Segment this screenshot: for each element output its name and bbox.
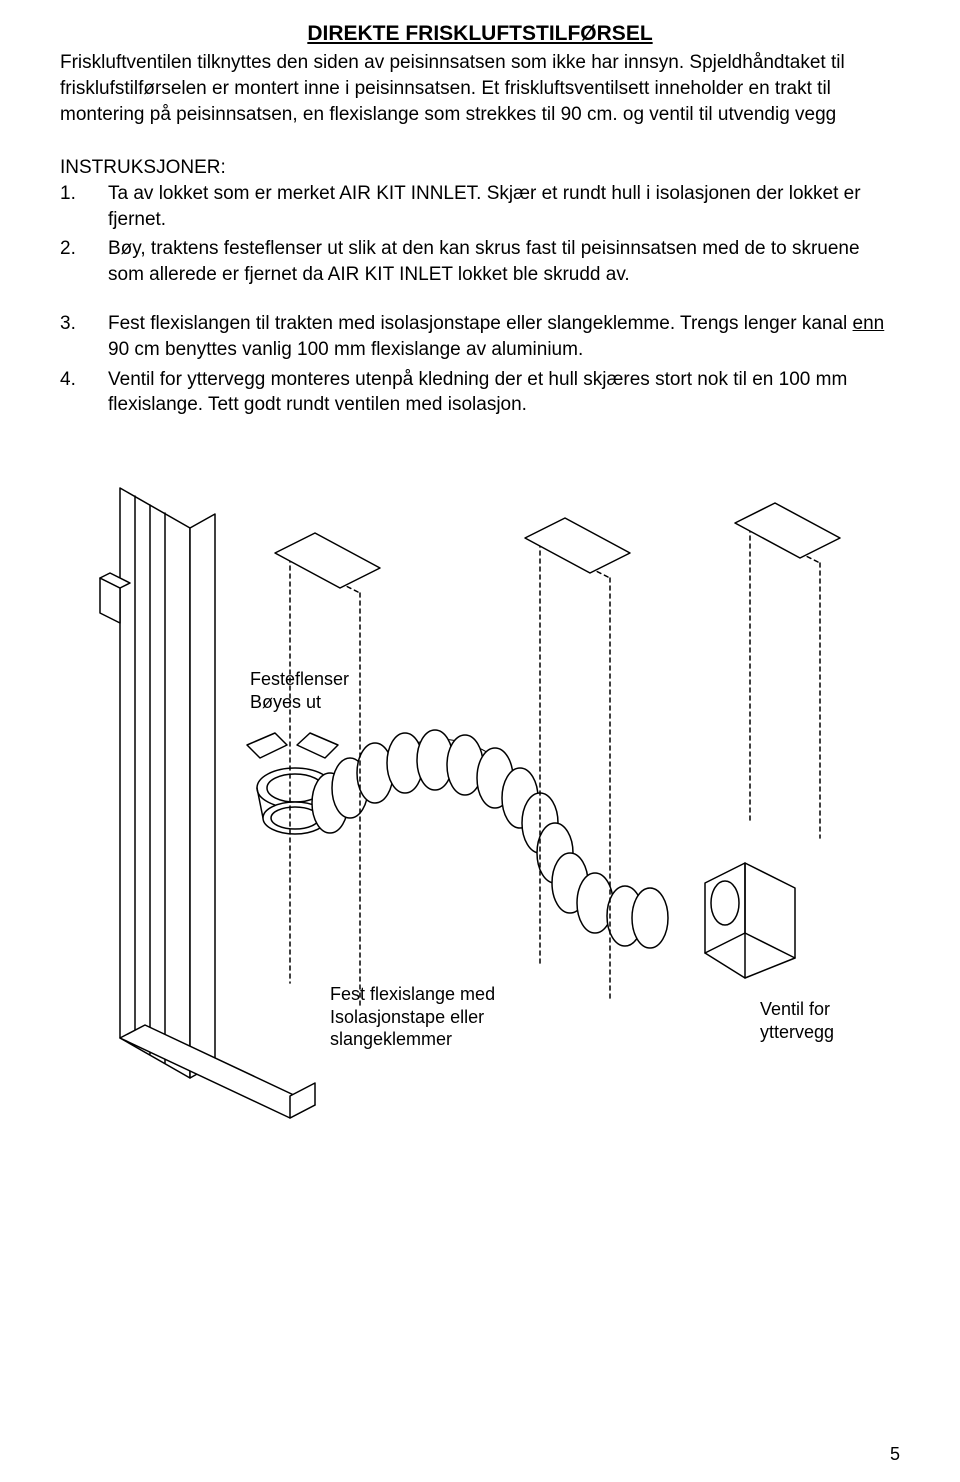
intro-paragraph: Friskluftventilen tilknyttes den siden a… (60, 50, 900, 127)
instructions-list-2: 3. Fest flexislangen til trakten med iso… (60, 311, 900, 418)
instruction-item: 3. Fest flexislangen til trakten med iso… (60, 311, 900, 362)
instructions-heading: INSTRUKSJONER: (60, 155, 900, 181)
instruction-text: Fest flexislangen til trakten med isolas… (108, 311, 900, 362)
diagram-label-festeflenser: Festeflenser Bøyes ut (250, 668, 349, 713)
diagram-label-ventil: Ventil for yttervegg (760, 998, 834, 1043)
instruction-text-underline: enn (853, 313, 885, 334)
instruction-text-part: 90 cm benyttes vanlig 100 mm flexislange… (108, 339, 583, 360)
instruction-item: 4. Ventil for yttervegg monteres utenpå … (60, 367, 900, 418)
instruction-text: Ta av lokket som er merket AIR KIT INNLE… (108, 181, 900, 232)
page-number: 5 (890, 1442, 900, 1466)
installation-diagram: Festeflenser Bøyes ut Fest flexislange m… (60, 478, 900, 1138)
instruction-number: 2. (60, 236, 108, 287)
instruction-text: Ventil for yttervegg monteres utenpå kle… (108, 367, 900, 418)
diagram-label-flexislange: Fest flexislange med Isolasjonstape elle… (330, 983, 495, 1051)
instruction-item: 2. Bøy, traktens festeflenser ut slik at… (60, 236, 900, 287)
instruction-text-part: Fest flexislangen til trakten med isolas… (108, 313, 853, 334)
instruction-item: 1. Ta av lokket som er merket AIR KIT IN… (60, 181, 900, 232)
instructions-list: 1. Ta av lokket som er merket AIR KIT IN… (60, 181, 900, 288)
instruction-number: 1. (60, 181, 108, 232)
instruction-number: 4. (60, 367, 108, 418)
instruction-text: Bøy, traktens festeflenser ut slik at de… (108, 236, 900, 287)
page-title: DIREKTE FRISKLUFTSTILFØRSEL (60, 20, 900, 48)
instruction-number: 3. (60, 311, 108, 362)
